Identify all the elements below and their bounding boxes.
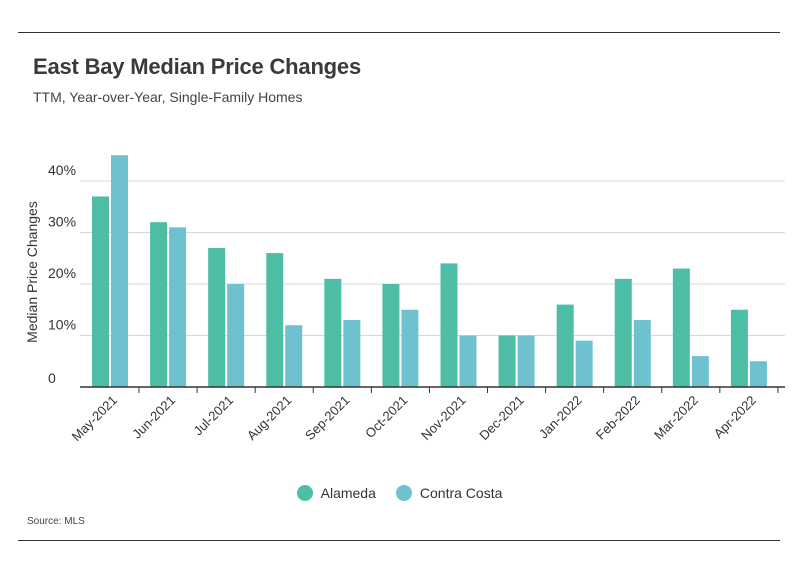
y-tick-label: 10%	[48, 317, 76, 333]
bar-chart: 0 10% 20% 30% 40% Median Price Changes May-202…	[24, 155, 785, 444]
bar-contra-costa	[459, 335, 477, 387]
bar-alameda	[324, 278, 342, 387]
y-tick-label: 0	[48, 370, 56, 386]
x-tick-label: Sep-2021	[302, 393, 352, 443]
legend-item-contra-costa[interactable]: Contra Costa	[395, 485, 503, 501]
bar-alameda	[266, 253, 284, 387]
y-tick-label: 20%	[48, 265, 76, 281]
legend-label-contra-costa: Contra Costa	[419, 485, 503, 501]
x-tick-label: Feb-2022	[593, 393, 643, 443]
bar-contra-costa	[633, 320, 651, 387]
x-tick-label: Jun-2021	[129, 393, 178, 442]
x-tick-label: Aug-2021	[244, 393, 294, 443]
bar-alameda	[440, 263, 458, 387]
legend: Alameda Contra Costa	[0, 485, 799, 501]
y-tick-label: 30%	[48, 214, 76, 230]
bar-alameda	[382, 284, 400, 387]
x-tick-label: Oct-2021	[362, 393, 410, 441]
bar-alameda	[150, 222, 168, 387]
x-tick-label: Jul-2021	[190, 393, 236, 439]
bar-contra-costa	[285, 325, 303, 387]
bar-alameda	[92, 196, 109, 387]
y-axis-title: Median Price Changes	[24, 201, 40, 343]
legend-swatch-alameda	[296, 485, 313, 501]
legend-item-alameda[interactable]: Alameda	[296, 485, 376, 501]
x-tick-label: May-2021	[69, 393, 120, 444]
y-tick-label: 40%	[48, 162, 76, 178]
chart-title: East Bay Median Price Changes	[33, 54, 361, 79]
bar-contra-costa	[227, 284, 245, 387]
legend-swatch-contra-costa	[395, 485, 412, 501]
bar-contra-costa	[169, 227, 187, 387]
bar-contra-costa	[575, 340, 593, 387]
bar-alameda	[614, 278, 632, 387]
source-note: Source: MLS	[27, 516, 85, 527]
bar-contra-costa	[111, 155, 128, 387]
bar-contra-costa	[691, 356, 709, 387]
legend-label-alameda: Alameda	[320, 485, 376, 501]
top-rule	[18, 32, 780, 33]
bar-contra-costa	[517, 335, 535, 387]
x-tick-label: Mar-2022	[651, 393, 701, 443]
x-tick-label: Jan-2022	[536, 393, 585, 442]
bar-contra-costa	[749, 361, 767, 387]
x-tick-label: Apr-2022	[711, 393, 759, 441]
bar-alameda	[556, 304, 574, 387]
bar-alameda	[730, 309, 748, 387]
chart-subtitle: TTM, Year-over-Year, Single-Family Homes	[33, 89, 303, 105]
x-tick-label: Nov-2021	[418, 393, 468, 443]
bar-alameda	[208, 247, 226, 387]
bottom-rule	[18, 540, 780, 541]
bar-contra-costa	[343, 320, 361, 387]
bar-contra-costa	[401, 309, 419, 387]
x-tick-label: Dec-2021	[476, 393, 526, 443]
bar-alameda	[498, 335, 516, 387]
bar-alameda	[672, 268, 690, 387]
